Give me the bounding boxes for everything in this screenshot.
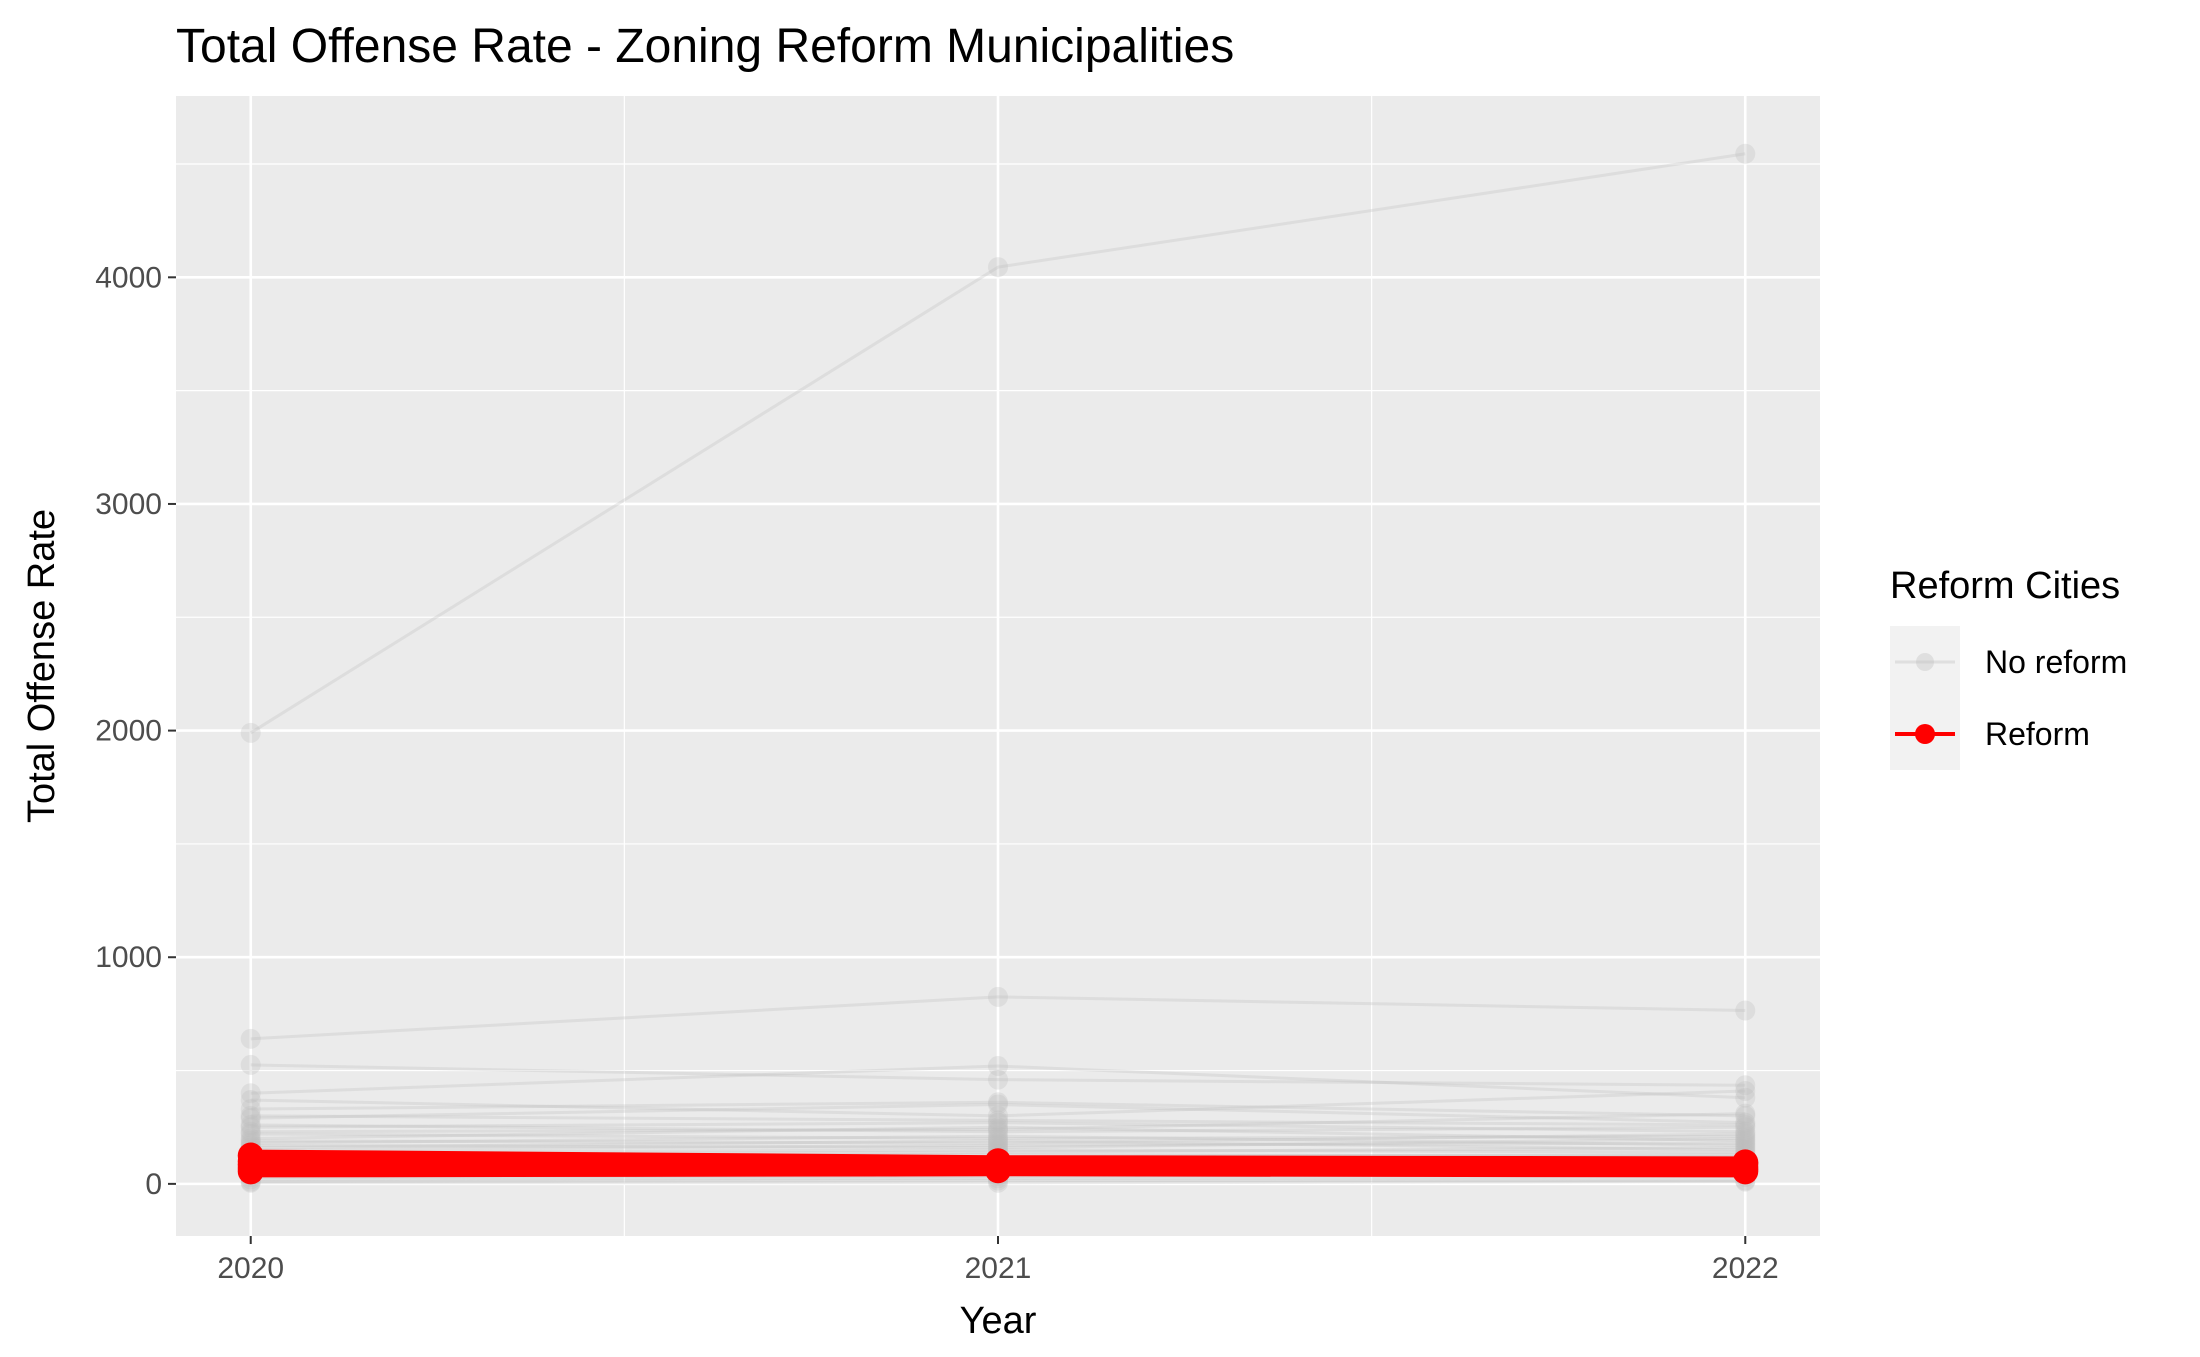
- no-reform-series-line-15: [250, 1137, 1746, 1150]
- reform-point-4-2: [1732, 1158, 1759, 1185]
- no-reform-point-8-0: [240, 1114, 261, 1135]
- no-reform-series-line-7: [250, 1103, 1746, 1125]
- no-reform-point-12-1: [988, 1117, 1008, 1138]
- no-reform-series-line-13: [250, 1132, 1746, 1145]
- no-reform-point-2-0: [240, 1054, 261, 1075]
- no-reform-series-line-1: [250, 995, 1746, 1041]
- y-axis-ticks: 0 1000 2000 3000 4000: [95, 261, 176, 1201]
- y-tick-label-4: 4000: [95, 261, 162, 294]
- no-reform-point-9-1: [988, 1112, 1008, 1133]
- no-reform-series-line-2: [250, 1063, 1746, 1087]
- no-reform-point-6-1: [988, 1110, 1008, 1131]
- no-reform-point-7-1: [988, 1094, 1008, 1115]
- no-reform-point-1-1: [988, 986, 1008, 1007]
- x-tick-label-0: 2020: [217, 1252, 284, 1285]
- legend: Reform Cities No reform Reform: [1890, 565, 2127, 770]
- series-group-reform: [237, 1142, 1759, 1185]
- no-reform-series-line-10: [250, 1112, 1746, 1134]
- no-reform-point-5-0: [240, 1099, 261, 1120]
- no-reform-point-13-2: [1735, 1124, 1756, 1145]
- no-reform-point-3-0: [240, 1083, 261, 1104]
- reform-point-4-0: [237, 1158, 264, 1185]
- no-reform-point-10-1: [988, 1119, 1008, 1140]
- no-reform-point-1-2: [1735, 1000, 1756, 1021]
- no-reform-point-8-1: [988, 1121, 1008, 1142]
- no-reform-series-line-12: [250, 1125, 1746, 1143]
- no-reform-point-6-0: [240, 1105, 261, 1126]
- no-reform-point-4-1: [988, 1105, 1008, 1126]
- no-reform-point-10-0: [240, 1121, 261, 1142]
- no-reform-series-line-0: [249, 152, 1746, 735]
- no-reform-point-11-0: [240, 1124, 261, 1145]
- no-reform-series-line-4: [250, 1089, 1746, 1118]
- x-axis-title: Year: [960, 1300, 1037, 1342]
- no-reform-point-15-2: [1735, 1128, 1756, 1149]
- x-tick-label-2: 2022: [1712, 1252, 1779, 1285]
- no-reform-point-4-2: [1735, 1080, 1756, 1101]
- y-tick-label-0: 0: [145, 1168, 162, 1201]
- y-tick-label-3: 3000: [95, 488, 162, 521]
- chart-title: Total Offense Rate - Zoning Reform Munic…: [176, 20, 1234, 73]
- grid-major: [176, 96, 1820, 1236]
- no-reform-point-7-0: [240, 1108, 261, 1129]
- no-reform-point-11-1: [988, 1128, 1008, 1149]
- no-reform-point-11-2: [1735, 1126, 1756, 1147]
- legend-label-no-reform: No reform: [1985, 644, 2127, 680]
- reform-point-4-1: [985, 1157, 1011, 1184]
- no-reform-point-4-0: [240, 1090, 261, 1111]
- no-reform-point-2-2: [1735, 1075, 1756, 1096]
- no-reform-point-3-2: [1735, 1087, 1756, 1108]
- no-reform-point-5-1: [988, 1092, 1008, 1113]
- no-reform-series-line-5: [250, 1100, 1746, 1118]
- no-reform-point-5-2: [1735, 1105, 1756, 1126]
- no-reform-series-line-9: [250, 1121, 1746, 1134]
- no-reform-point-14-1: [988, 1126, 1008, 1147]
- no-reform-point-0-2: [1735, 143, 1756, 164]
- no-reform-series-line-16: [250, 1139, 1746, 1152]
- no-reform-point-0-0: [240, 722, 261, 743]
- no-reform-point-12-2: [1735, 1130, 1756, 1151]
- no-reform-point-0-1: [988, 257, 1008, 278]
- y-axis-title: Total Offense Rate: [21, 509, 63, 823]
- no-reform-series-line-6: [250, 1114, 1746, 1127]
- no-reform-point-10-2: [1735, 1103, 1756, 1124]
- no-reform-point-8-2: [1735, 1117, 1756, 1138]
- y-tick-label-1: 1000: [95, 941, 162, 974]
- no-reform-series-line-3: [250, 1064, 1746, 1100]
- y-tick-label-2: 2000: [95, 715, 162, 748]
- no-reform-point-16-1: [988, 1130, 1008, 1151]
- legend-label-reform: Reform: [1985, 716, 2090, 752]
- no-reform-point-1-0: [240, 1028, 261, 1049]
- no-reform-point-6-2: [1735, 1114, 1756, 1135]
- no-reform-point-17-2: [1735, 1133, 1756, 1154]
- no-reform-series-line-11: [250, 1132, 1746, 1141]
- no-reform-point-13-1: [988, 1133, 1008, 1154]
- no-reform-series-line-17: [250, 1141, 1746, 1152]
- no-reform-point-7-2: [1735, 1112, 1756, 1133]
- x-tick-label-1: 2021: [965, 1252, 1032, 1285]
- no-reform-point-3-1: [988, 1056, 1008, 1077]
- no-reform-series-line-14: [250, 1134, 1746, 1147]
- no-reform-point-9-2: [1735, 1121, 1756, 1142]
- legend-key-point-reform: [1915, 724, 1935, 744]
- x-axis-ticks: 2020 2021 2022: [217, 1236, 1779, 1285]
- no-reform-point-2-1: [988, 1069, 1008, 1090]
- no-reform-point-9-0: [240, 1117, 261, 1138]
- no-reform-series-line-8: [250, 1123, 1746, 1134]
- legend-title: Reform Cities: [1890, 565, 2120, 607]
- legend-key-point-no-reform: [1916, 653, 1934, 671]
- legend-key-bg-no-reform: [1890, 626, 1960, 698]
